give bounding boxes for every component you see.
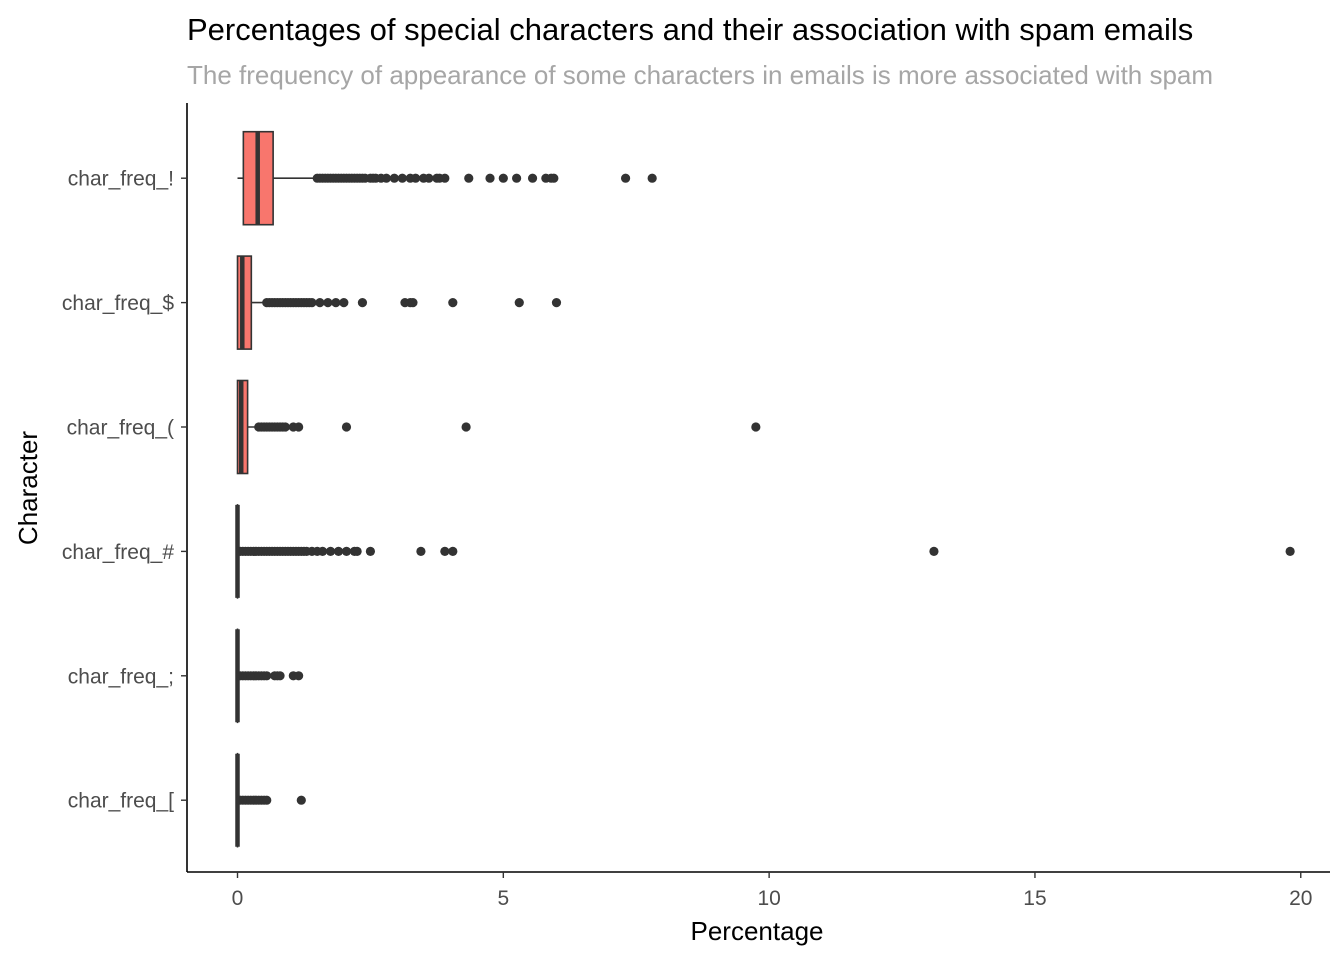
outlier-point: [357, 298, 368, 308]
outlier-point: [307, 298, 317, 308]
outlier-point: [294, 671, 304, 681]
outlier-point: [448, 298, 458, 308]
outlier-point: [352, 546, 362, 557]
box-group-0: [237, 130, 657, 226]
chart-subtitle: The frequency of appearance of some char…: [187, 60, 1214, 90]
outlier-point: [408, 298, 418, 308]
outlier-point: [751, 422, 761, 432]
y-tick-label: char_freq_[: [68, 790, 174, 813]
x-tick-label: 0: [232, 887, 244, 910]
y-tick-label: char_freq_!: [68, 168, 174, 191]
x-tick-label: 5: [497, 887, 509, 910]
outlier-point: [315, 298, 325, 308]
outlier-point: [411, 173, 421, 183]
outlier-point: [527, 173, 538, 183]
outlier-point: [514, 298, 524, 308]
x-tick-label: 20: [1289, 887, 1312, 910]
box-group-3: [235, 504, 1295, 599]
outlier-point: [512, 173, 522, 183]
outlier-point: [294, 422, 304, 432]
y-axis-title: Character: [13, 431, 43, 545]
x-axis-title: Percentage: [691, 916, 824, 946]
box-group-5: [235, 752, 306, 848]
outlier-point: [929, 546, 939, 557]
outlier-point: [323, 298, 333, 308]
outlier-point: [262, 671, 272, 681]
outlier-point: [416, 546, 426, 557]
outlier-point: [262, 795, 272, 805]
axis-layer: char_freq_! char_freq_$ char_freq_( char_fr…: [62, 103, 1330, 910]
chart-title: Percentages of special characters and th…: [187, 12, 1194, 47]
outlier-point: [317, 546, 328, 557]
outlier-point: [389, 173, 399, 183]
x-tick-label: 15: [1023, 887, 1046, 910]
outlier-point: [397, 173, 407, 183]
y-tick-label: char_freq_#: [62, 541, 174, 564]
outlier-point: [339, 298, 349, 308]
y-tick-label: char_freq_$: [62, 292, 174, 315]
outlier-point: [647, 173, 657, 183]
outlier-point: [331, 298, 341, 308]
outlier-point: [341, 546, 352, 557]
outlier-point: [464, 173, 474, 183]
outlier-point: [440, 173, 450, 183]
outlier-point: [1285, 546, 1295, 557]
outlier-point: [461, 422, 471, 432]
outlier-point: [498, 173, 508, 183]
outlier-point: [549, 173, 559, 183]
outlier-point: [424, 173, 434, 183]
outlier-point: [485, 173, 495, 183]
outlier-point: [280, 422, 290, 432]
outlier-point: [341, 422, 352, 432]
y-tick-label: char_freq_;: [68, 665, 174, 688]
outlier-point: [551, 298, 562, 308]
box-group-4: [235, 628, 304, 724]
y-tick-label: char_freq_(: [67, 417, 174, 440]
box-group-2: [236, 379, 761, 475]
outlier-point: [365, 546, 376, 557]
outlier-point: [440, 546, 450, 557]
outlier-point: [620, 173, 631, 183]
plot-layer: [235, 130, 1295, 848]
outlier-point: [275, 671, 285, 681]
outlier-point: [325, 546, 336, 557]
outlier-point: [333, 546, 344, 557]
box-group-1: [236, 255, 562, 350]
outlier-point: [381, 173, 391, 183]
outlier-point: [448, 546, 458, 557]
x-tick-label: 10: [757, 887, 780, 910]
outlier-point: [296, 795, 306, 805]
